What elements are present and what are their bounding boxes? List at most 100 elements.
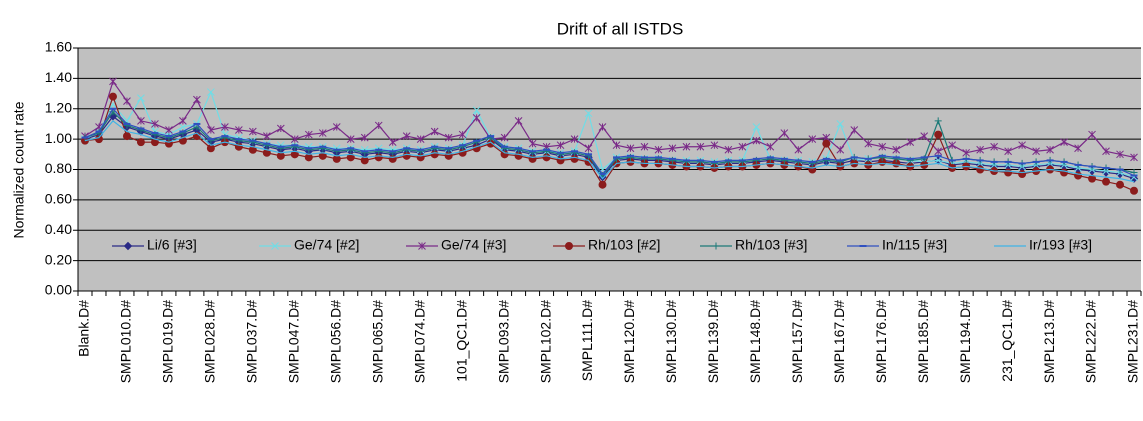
marker <box>892 145 901 154</box>
y-tick-label: 1.00 <box>45 130 72 146</box>
marker <box>794 145 803 154</box>
marker <box>780 129 789 137</box>
legend-label: Rh/103 [#2] <box>588 237 660 253</box>
x-tick-label: 231_QC1.D# <box>999 300 1015 382</box>
marker <box>179 123 187 131</box>
marker <box>472 114 481 122</box>
marker <box>374 121 383 130</box>
x-tick-label: SMPL157.D# <box>789 300 805 383</box>
x-tick-label: SMPL120.D# <box>621 300 637 383</box>
marker <box>500 150 509 159</box>
marker <box>682 142 691 151</box>
y-tick-label: 0.80 <box>45 160 72 176</box>
series <box>81 107 1138 177</box>
marker <box>570 135 579 143</box>
marker <box>766 142 775 151</box>
marker <box>207 126 215 134</box>
marker <box>1018 141 1026 150</box>
x-tick-label: SMPL139.D# <box>705 300 721 383</box>
marker <box>542 153 551 162</box>
legend-label: Ge/74 [#3] <box>441 237 506 253</box>
x-tick-label: SMPL231.D# <box>1125 300 1141 383</box>
marker <box>1004 147 1012 156</box>
marker <box>262 132 271 140</box>
y-axis-label: Normalized count rate <box>11 101 27 238</box>
marker <box>136 138 145 147</box>
y-tick-label: 0.00 <box>45 282 72 298</box>
marker <box>1004 168 1013 177</box>
marker <box>934 156 943 165</box>
x-tick-label: SMPL194.D# <box>957 300 973 383</box>
marker <box>934 130 943 139</box>
marker <box>906 138 915 147</box>
marker <box>430 127 439 136</box>
y-tick-label: 0.40 <box>45 221 72 237</box>
marker <box>752 123 761 131</box>
legend-label: In/115 [#3] <box>882 237 947 253</box>
marker <box>458 130 467 139</box>
marker <box>137 94 145 102</box>
x-tick-label: SMPL065.D# <box>369 300 385 383</box>
legend-marker <box>565 242 573 250</box>
x-tick-label: SMPL130.D# <box>663 300 679 383</box>
marker <box>1074 144 1082 153</box>
x-tick-label: SMPL111.D# <box>579 300 595 381</box>
marker <box>640 142 649 151</box>
marker <box>165 126 173 134</box>
marker <box>976 165 985 174</box>
legend-marker <box>271 242 279 250</box>
x-tick-label: SMPL074.D# <box>411 300 427 383</box>
marker <box>948 141 957 150</box>
x-tick-label: SMPL047.D# <box>285 300 301 383</box>
x-tick-label: SMPL222.D# <box>1083 300 1099 383</box>
marker <box>360 133 369 142</box>
marker <box>514 151 523 160</box>
marker <box>122 132 131 141</box>
marker <box>276 124 285 133</box>
marker <box>108 92 117 101</box>
x-tick-label: Blank.D# <box>76 300 92 357</box>
x-tick-label: 101_QC1.D# <box>453 300 469 382</box>
marker <box>374 153 383 162</box>
marker <box>346 135 355 143</box>
marker <box>654 145 663 154</box>
marker <box>696 142 705 151</box>
marker <box>1088 130 1096 139</box>
marker <box>514 117 523 125</box>
y-tick-label: 0.20 <box>45 251 72 267</box>
marker <box>430 150 439 159</box>
marker <box>1102 147 1110 156</box>
marker <box>878 142 887 151</box>
marker <box>1018 170 1027 179</box>
marker <box>976 145 985 154</box>
x-tick-label: SMPL037.D# <box>244 300 260 383</box>
marker <box>920 132 929 140</box>
marker <box>1060 168 1069 177</box>
series-line <box>84 80 1135 158</box>
marker <box>556 141 565 150</box>
marker <box>402 132 411 140</box>
y-tick-label: 1.40 <box>45 69 72 85</box>
marker <box>332 123 341 131</box>
x-tick-label: SMPL056.D# <box>327 300 343 383</box>
marker <box>304 130 313 139</box>
marker <box>528 139 537 148</box>
legend-label: Ge/74 [#2] <box>294 237 359 253</box>
marker <box>1060 138 1068 147</box>
marker <box>598 123 607 131</box>
marker <box>822 139 831 148</box>
marker <box>109 77 117 86</box>
marker <box>1116 150 1124 159</box>
marker <box>864 139 873 148</box>
marker <box>500 133 509 142</box>
series <box>84 120 1135 183</box>
marker <box>234 126 243 134</box>
marker <box>472 106 481 115</box>
marker <box>193 95 201 104</box>
x-tick-label: SMPL028.D# <box>202 300 218 383</box>
legend-label: Ir/193 [#3] <box>1029 237 1092 253</box>
marker <box>836 120 845 128</box>
marker <box>962 148 971 157</box>
